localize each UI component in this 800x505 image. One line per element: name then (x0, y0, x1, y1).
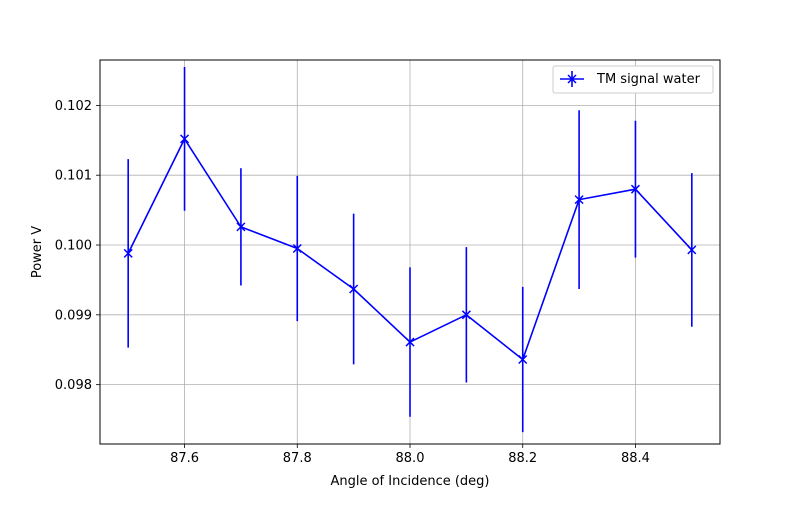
x-tick-label: 88.4 (621, 451, 650, 466)
marker-stroke (518, 354, 528, 365)
data-point-marker (687, 245, 697, 255)
y-tick-label: 0.101 (55, 169, 92, 184)
y-axis-ticks: 0.098 0.099 0.100 0.101 0.102 (55, 99, 100, 393)
x-tick-label: 87.6 (170, 451, 199, 466)
marker-stroke (405, 337, 415, 347)
y-tick-label: 0.099 (55, 308, 92, 323)
y-tick-label: 0.102 (55, 99, 92, 114)
legend-box (552, 65, 714, 94)
marker-stroke (180, 134, 190, 144)
data-point-marker (518, 354, 528, 365)
x-tick-label: 88.0 (396, 451, 425, 466)
data-point-marker (349, 284, 359, 294)
legend-label: TM signal water (596, 72, 701, 87)
data-point-marker (236, 222, 246, 232)
data-point-marker (574, 195, 584, 205)
marker-stroke (461, 310, 471, 320)
data-point-marker (180, 134, 190, 144)
data-point-marker (405, 337, 415, 347)
marker-stroke (349, 284, 359, 294)
data-point-marker (292, 243, 302, 254)
data-point-marker (461, 310, 471, 320)
marker-stroke (123, 248, 133, 258)
data-point-marker (630, 184, 640, 194)
marker-stroke (574, 195, 584, 205)
x-axis-ticks: 87.6 87.8 88.0 88.2 88.4 (170, 444, 650, 466)
y-axis-label: Power V (30, 226, 45, 278)
y-tick-label: 0.100 (55, 239, 92, 254)
marker-stroke (292, 243, 302, 254)
marker-stroke (236, 222, 246, 232)
plot-area-frame (99, 59, 721, 445)
x-tick-label: 88.2 (508, 451, 537, 466)
marker-stroke (630, 184, 640, 194)
x-tick-label: 87.8 (283, 451, 312, 466)
series-markers (123, 134, 697, 365)
legend-marker-icon (567, 71, 577, 87)
marker-stroke (687, 245, 697, 255)
y-tick-label: 0.098 (55, 378, 92, 393)
legend: TM signal water (552, 65, 714, 94)
data-point-marker (123, 248, 133, 258)
x-axis-label: Angle of Incidence (deg) (330, 474, 489, 489)
